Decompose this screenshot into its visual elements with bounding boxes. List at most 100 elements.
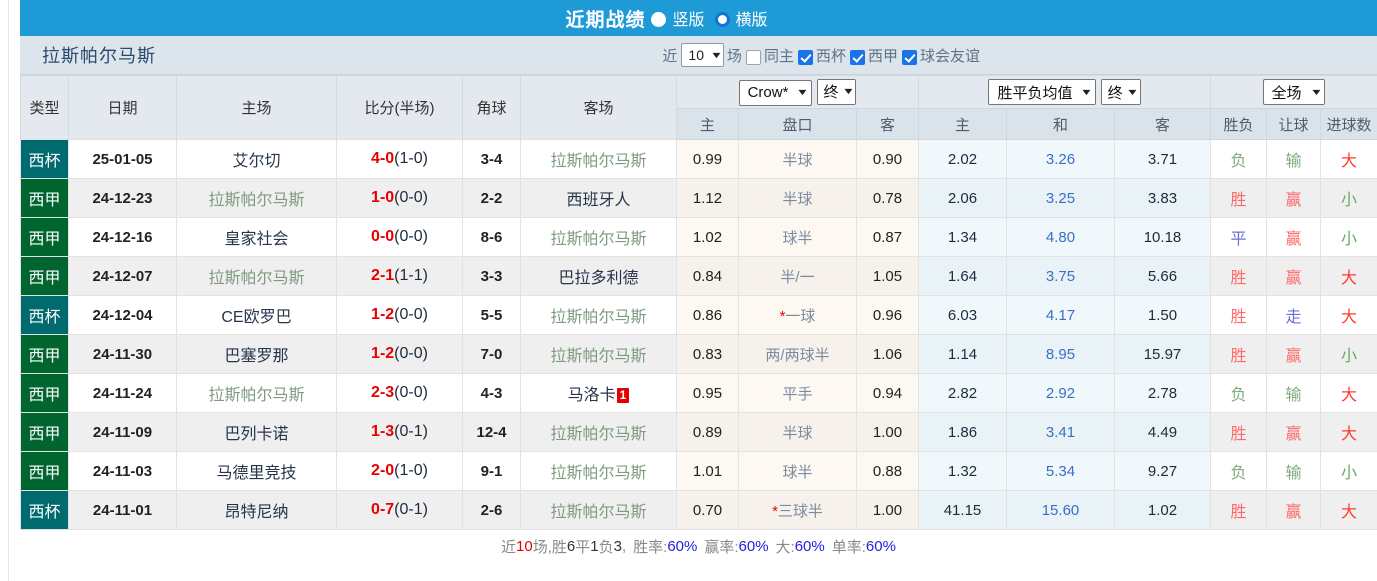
cell-result-handicap: 赢	[1266, 334, 1321, 374]
result-goals-text: 大	[1340, 504, 1357, 521]
home-team-name: 拉斯帕尔马斯	[208, 270, 305, 287]
summary-losses: 3	[613, 538, 622, 555]
cell-away-team[interactable]: 拉斯帕尔马斯	[520, 451, 677, 491]
table-row[interactable]: 西杯 24-12-04 CE欧罗巴 1-2(0-0) 5-5 拉斯帕尔马斯 0.86 *一球 0…	[20, 295, 1377, 335]
cell-away-team[interactable]: 拉斯帕尔马斯	[520, 490, 677, 530]
checkbox-laliga[interactable]	[849, 49, 865, 65]
result-wl-text: 平	[1230, 231, 1247, 248]
match-table: 类型 日期 主场 比分(半场) 角球 客场 Crow* ▼ 终 ▼	[20, 75, 1377, 530]
scope-select[interactable]: 全场 ▼	[1262, 79, 1326, 105]
cell-eu-home-odds: 2.06	[918, 178, 1007, 218]
cell-away-team[interactable]: 拉斯帕尔马斯	[520, 334, 677, 374]
score-halftime: (0-1)	[394, 423, 428, 440]
cell-home-team[interactable]: 拉斯帕尔马斯	[176, 178, 337, 218]
table-row[interactable]: 西甲 24-11-03 马德里竞技 2-0(1-0) 9-1 拉斯帕尔马斯 1.01 球半 0.…	[20, 451, 1377, 491]
result-handicap-text: 输	[1285, 153, 1302, 170]
cell-home-team[interactable]: 昂特尼纳	[176, 490, 337, 530]
cell-asia-line: 平手	[738, 373, 857, 413]
cell-away-team[interactable]: 拉斯帕尔马斯	[520, 217, 677, 257]
summary-prefix: 近	[501, 539, 517, 556]
chevron-down-icon: ▼	[1309, 86, 1323, 97]
col-header-eu-draw: 和	[1006, 108, 1115, 140]
cell-away-team[interactable]: 拉斯帕尔马斯	[520, 412, 677, 452]
col-header-away: 客场	[520, 75, 677, 140]
radio-horizontal-label: 横版	[735, 12, 768, 29]
red-card-badge: 1	[616, 388, 630, 403]
cell-home-team[interactable]: 皇家社会	[176, 217, 337, 257]
cell-home-team[interactable]: 艾尔切	[176, 139, 337, 179]
score-halftime: (1-1)	[394, 267, 428, 284]
cell-away-team[interactable]: 西班牙人	[520, 178, 677, 218]
company-value: Crow*	[747, 84, 789, 101]
checkbox-friendly[interactable]	[901, 49, 917, 65]
away-team-name: 拉斯帕尔马斯	[550, 153, 647, 170]
checkbox-same-home[interactable]	[745, 49, 761, 65]
col-header-result-goals: 进球数	[1320, 108, 1377, 140]
cell-eu-home-odds: 6.03	[918, 295, 1007, 335]
cell-home-team[interactable]: 拉斯帕尔马斯	[176, 256, 337, 296]
cell-result-wl: 负	[1210, 451, 1267, 491]
cell-home-team[interactable]: 马德里竞技	[176, 451, 337, 491]
cell-away-team[interactable]: 拉斯帕尔马斯	[520, 295, 677, 335]
table-row[interactable]: 西甲 24-11-30 巴塞罗那 1-2(0-0) 7-0 拉斯帕尔马斯 0.83 两/两球半…	[20, 334, 1377, 374]
cell-result-wl: 胜	[1210, 334, 1267, 374]
cell-match-date: 24-12-23	[68, 178, 177, 218]
summary-wins: 6	[566, 538, 576, 555]
result-goals-text: 大	[1340, 426, 1357, 443]
col-header-asia-line: 盘口	[738, 108, 857, 140]
table-row[interactable]: 西杯 24-11-01 昂特尼纳 0-7(0-1) 2-6 拉斯帕尔马斯 0.70 *三球半 1…	[20, 490, 1377, 530]
table-row[interactable]: 西甲 24-11-24 拉斯帕尔马斯 2-3(0-0) 4-3 马洛卡 1 0.95 平手 0.9…	[20, 373, 1377, 413]
summary-count: 10	[516, 538, 533, 555]
radio-vertical-view[interactable]	[651, 11, 667, 27]
cell-away-team[interactable]: 马洛卡 1	[520, 373, 677, 413]
table-row[interactable]: 西甲 24-12-23 拉斯帕尔马斯 1-0(0-0) 2-2 西班牙人 1.12 半球 0.7…	[20, 178, 1377, 218]
odds-type-select[interactable]: 胜平负均值 ▼	[988, 79, 1097, 105]
cell-home-team[interactable]: 巴塞罗那	[176, 334, 337, 374]
home-team-name: 拉斯帕尔马斯	[208, 192, 305, 209]
score-fulltime: 0-0	[371, 228, 395, 245]
table-row[interactable]: 西杯 25-01-05 艾尔切 4-0(1-0) 3-4 拉斯帕尔马斯 0.99 半球 0.90…	[20, 139, 1377, 179]
cell-result-goals: 大	[1320, 139, 1377, 179]
cell-match-date: 24-12-16	[68, 217, 177, 257]
cell-asia-away-odds: 1.05	[856, 256, 919, 296]
cell-result-handicap: 赢	[1266, 412, 1321, 452]
checkbox-copa[interactable]	[797, 49, 813, 65]
cell-match-type: 西甲	[20, 451, 69, 491]
cell-eu-draw-odds: 3.26	[1006, 139, 1115, 179]
cell-eu-away-odds: 10.18	[1114, 217, 1211, 257]
checkbox-laliga-label: 西甲	[867, 47, 898, 65]
cell-eu-home-odds: 41.15	[918, 490, 1007, 530]
company-stage-select[interactable]: 终 ▼	[816, 78, 857, 105]
table-row[interactable]: 西甲 24-12-07 拉斯帕尔马斯 2-1(1-1) 3-3 巴拉多利德 0.84 半/一 1…	[20, 256, 1377, 296]
recent-count-select[interactable]: 10 ▼	[681, 43, 724, 67]
column-header-row: 主 盘口 客 主 和 客 胜负 让球 进球数	[21, 108, 1377, 140]
cell-home-team[interactable]: 巴列卡诺	[176, 412, 337, 452]
table-row[interactable]: 西甲 24-11-09 巴列卡诺 1-3(0-1) 12-4 拉斯帕尔马斯 0.89 半球 1.…	[20, 412, 1377, 452]
result-wl-text: 胜	[1230, 426, 1247, 443]
cell-corners: 8-6	[462, 217, 521, 257]
cell-score: 1-2(0-0)	[336, 334, 463, 374]
handicap-star-icon: *	[772, 502, 778, 520]
cell-score: 0-7(0-1)	[336, 490, 463, 530]
result-handicap-text: 输	[1285, 387, 1302, 404]
cell-asia-away-odds: 0.87	[856, 217, 919, 257]
cell-away-team[interactable]: 拉斯帕尔马斯	[520, 139, 677, 179]
home-team-name: 艾尔切	[232, 153, 281, 170]
cell-home-team[interactable]: CE欧罗巴	[176, 295, 337, 335]
col-header-eu-home: 主	[918, 108, 1007, 140]
home-team-name: 拉斯帕尔马斯	[208, 387, 305, 404]
cell-away-team[interactable]: 巴拉多利德	[520, 256, 677, 296]
radio-horizontal-view[interactable]	[714, 11, 730, 27]
cell-home-team[interactable]: 拉斯帕尔马斯	[176, 373, 337, 413]
odds-stage-select[interactable]: 终 ▼	[1100, 79, 1141, 105]
result-wl-text: 胜	[1230, 504, 1247, 521]
cell-eu-draw-odds: 15.60	[1006, 490, 1115, 530]
table-row[interactable]: 西甲 24-12-16 皇家社会 0-0(0-0) 8-6 拉斯帕尔马斯 1.02 球半 0.8…	[20, 217, 1377, 257]
cell-result-goals: 大	[1320, 295, 1377, 335]
col-header-date: 日期	[68, 75, 177, 140]
cell-eu-away-odds: 5.66	[1114, 256, 1211, 296]
summary-big-rate: 60%	[794, 538, 825, 555]
company-select[interactable]: Crow* ▼	[738, 79, 813, 106]
away-team-name: 拉斯帕尔马斯	[550, 348, 647, 365]
recent-count-value: 10	[688, 47, 704, 63]
